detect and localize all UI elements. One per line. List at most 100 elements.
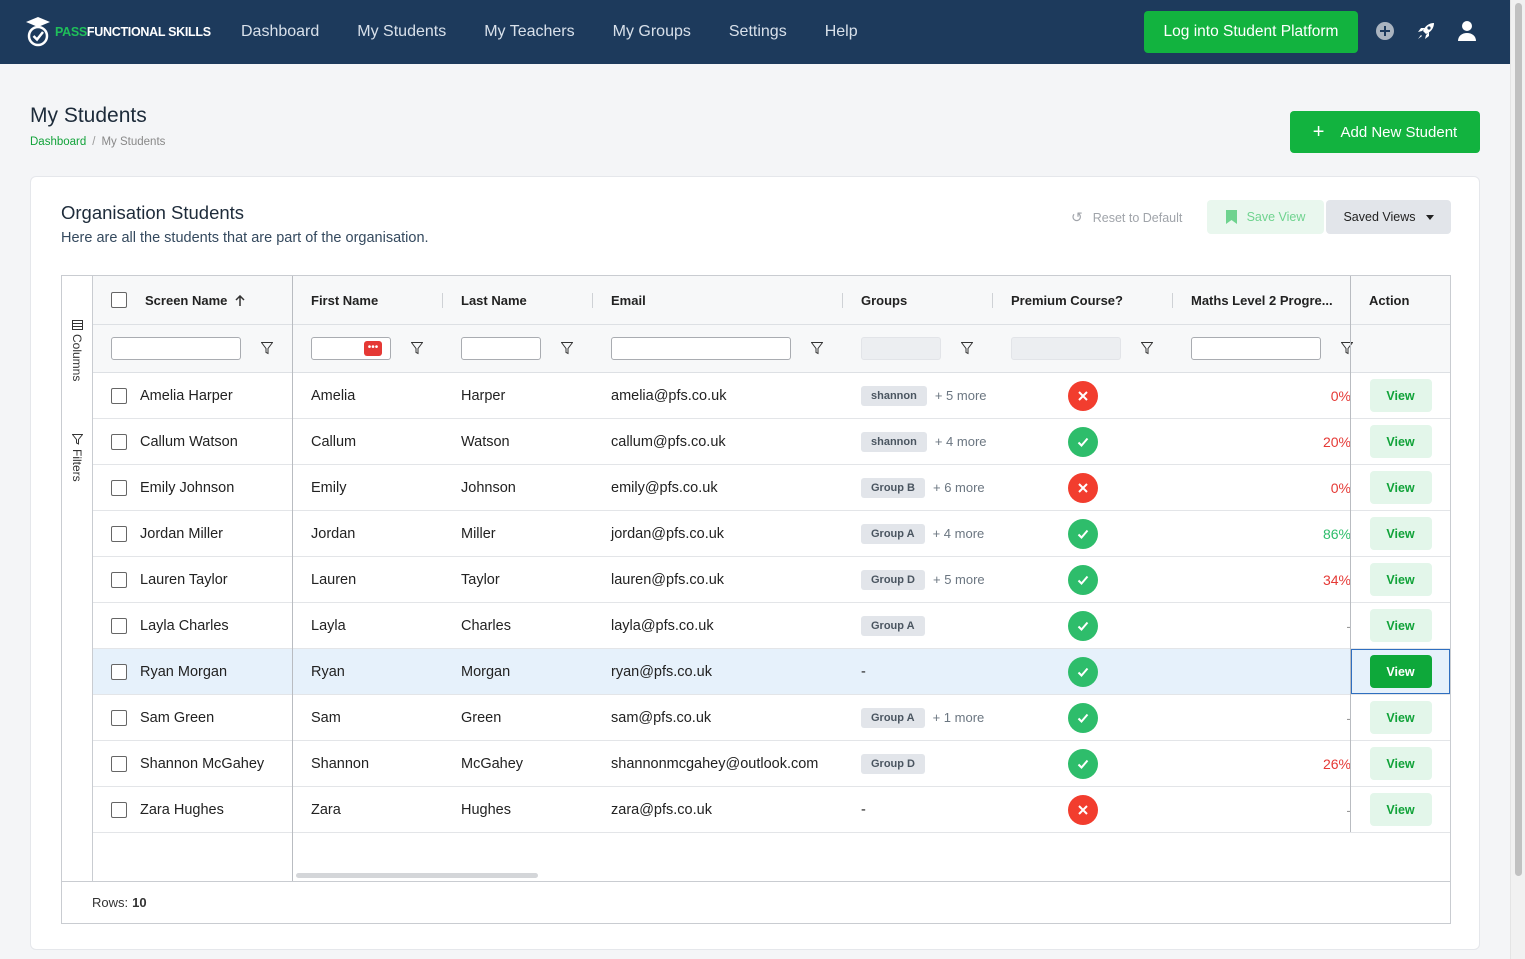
progress-value: 0% bbox=[1330, 479, 1351, 496]
table-row[interactable]: Ryan Morgan Ryan Morgan ryan@pfs.co.uk - View bbox=[93, 649, 1450, 695]
more-groups-link[interactable]: + 4 more bbox=[934, 434, 987, 449]
email-filter-input[interactable] bbox=[611, 337, 791, 360]
row-select-checkbox[interactable] bbox=[111, 479, 127, 496]
row-select-checkbox[interactable] bbox=[111, 663, 127, 680]
select-all-checkbox[interactable] bbox=[111, 292, 127, 308]
cell-premium bbox=[1068, 511, 1098, 556]
cell-screen-name: Jordan Miller bbox=[140, 525, 223, 542]
filter-icon[interactable] bbox=[561, 342, 573, 355]
page-scrollbar[interactable] bbox=[1510, 0, 1525, 959]
row-select-checkbox[interactable] bbox=[111, 617, 127, 634]
filters-panel-toggle[interactable]: Filters bbox=[66, 434, 88, 482]
row-select-checkbox[interactable] bbox=[111, 387, 127, 404]
row-select-checkbox[interactable] bbox=[111, 801, 127, 818]
students-grid: Columns Filters Screen Name First Name L… bbox=[61, 275, 1451, 924]
col-header-premium-course[interactable]: Premium Course? bbox=[1011, 293, 1123, 308]
check-circle-icon bbox=[1068, 610, 1098, 641]
row-select-checkbox[interactable] bbox=[111, 525, 127, 542]
save-view-button[interactable]: Save View bbox=[1207, 200, 1324, 234]
table-row[interactable]: Layla Charles Layla Charles layla@pfs.co.uk… bbox=[93, 603, 1450, 649]
nav-link-my-students[interactable]: My Students bbox=[357, 23, 447, 40]
reset-to-default-button[interactable]: ↺ Reset to Default bbox=[1071, 209, 1182, 226]
table-row[interactable]: Emily Johnson Emily Johnson emily@pfs.co.uk… bbox=[93, 465, 1450, 511]
plus-circle-icon[interactable] bbox=[1374, 20, 1396, 42]
table-row[interactable]: Shannon McGahey Shannon McGahey shannonmcga… bbox=[93, 741, 1450, 787]
view-student-button[interactable]: View bbox=[1369, 425, 1432, 458]
col-header-maths-progress[interactable]: Maths Level 2 Progre... bbox=[1191, 293, 1333, 308]
col-header-email[interactable]: Email bbox=[611, 293, 646, 308]
more-groups-link[interactable]: + 5 more bbox=[934, 388, 987, 403]
breadcrumb-dashboard-link[interactable]: Dashboard bbox=[30, 136, 87, 148]
view-student-button[interactable]: View bbox=[1369, 609, 1432, 642]
col-resize-handle[interactable] bbox=[442, 293, 443, 308]
col-resize-handle[interactable] bbox=[842, 293, 843, 308]
brand-logo[interactable]: PASSFUNCTIONAL SKILLS bbox=[25, 16, 211, 48]
nav-link-settings[interactable]: Settings bbox=[728, 23, 787, 40]
view-student-button[interactable]: View bbox=[1369, 655, 1432, 688]
group-badge: Group D bbox=[861, 753, 925, 774]
more-groups-link[interactable]: + 6 more bbox=[933, 480, 985, 495]
cell-premium bbox=[1068, 695, 1098, 740]
filter-icon[interactable] bbox=[811, 342, 823, 355]
more-groups-link[interactable]: + 5 more bbox=[933, 572, 985, 587]
table-row[interactable]: Lauren Taylor Lauren Taylor lauren@pfs.co.u… bbox=[93, 557, 1450, 603]
filter-icon[interactable] bbox=[961, 342, 973, 355]
row-select-checkbox[interactable] bbox=[111, 709, 127, 726]
col-header-first-name[interactable]: First Name bbox=[311, 293, 379, 308]
cell-maths-progress: 0% bbox=[1191, 465, 1351, 510]
cell-screen-name: Amelia Harper bbox=[140, 387, 233, 404]
table-row[interactable]: Callum Watson Callum Watson callum@pfs.co.u… bbox=[93, 419, 1450, 465]
col-resize-handle[interactable] bbox=[992, 293, 993, 308]
col-resize-handle[interactable] bbox=[592, 293, 593, 308]
filter-icon[interactable] bbox=[1341, 342, 1353, 355]
cell-action: View bbox=[1351, 649, 1450, 694]
row-select-checkbox[interactable] bbox=[111, 571, 127, 588]
progress-filter-input[interactable] bbox=[1191, 337, 1321, 360]
rocket-icon[interactable] bbox=[1415, 20, 1437, 42]
table-row[interactable]: Zara Hughes Zara Hughes zara@pfs.co.uk - - Vie… bbox=[93, 787, 1450, 833]
grid-filter-row: ••• bbox=[93, 325, 1450, 373]
nav-link-dashboard[interactable]: Dashboard bbox=[241, 23, 320, 40]
page-scrollbar-thumb[interactable] bbox=[1515, 3, 1522, 876]
horizontal-scrollbar[interactable] bbox=[296, 873, 538, 878]
progress-value: - bbox=[1346, 709, 1351, 726]
view-student-button[interactable]: View bbox=[1369, 517, 1432, 550]
col-header-last-name[interactable]: Last Name bbox=[461, 293, 527, 308]
filter-icon[interactable] bbox=[411, 342, 423, 355]
user-icon[interactable] bbox=[1456, 20, 1478, 42]
view-student-button[interactable]: View bbox=[1369, 747, 1432, 780]
table-row[interactable]: Sam Green Sam Green sam@pfs.co.uk Group A + 1… bbox=[93, 695, 1450, 741]
view-student-button[interactable]: View bbox=[1369, 471, 1432, 504]
last-name-filter-input[interactable] bbox=[461, 337, 541, 360]
row-select-checkbox[interactable] bbox=[111, 433, 127, 450]
col-header-screen-name[interactable]: Screen Name bbox=[145, 276, 245, 325]
filter-icon[interactable] bbox=[1141, 342, 1153, 355]
check-circle-icon bbox=[1068, 748, 1098, 779]
password-manager-icon[interactable]: ••• bbox=[364, 341, 382, 356]
filter-icon[interactable] bbox=[261, 342, 273, 355]
more-groups-link[interactable]: + 4 more bbox=[932, 526, 985, 541]
cell-last-name: Green bbox=[461, 709, 502, 726]
col-header-groups[interactable]: Groups bbox=[861, 293, 908, 308]
first-name-filter-input[interactable]: ••• bbox=[311, 337, 391, 360]
table-row[interactable]: Amelia Harper Amelia Harper amelia@pfs.co.u… bbox=[93, 373, 1450, 419]
plus-icon: + bbox=[1312, 120, 1325, 143]
nav-link-help[interactable]: Help bbox=[824, 23, 858, 40]
row-select-checkbox[interactable] bbox=[111, 755, 127, 772]
columns-panel-toggle[interactable]: Columns bbox=[66, 320, 88, 381]
screen-name-filter-input[interactable] bbox=[111, 337, 241, 360]
view-student-button[interactable]: View bbox=[1369, 701, 1432, 734]
view-student-button[interactable]: View bbox=[1369, 793, 1432, 826]
more-groups-link[interactable]: + 1 more bbox=[932, 710, 985, 725]
view-student-button[interactable]: View bbox=[1369, 379, 1432, 412]
view-student-button[interactable]: View bbox=[1369, 563, 1432, 596]
add-new-student-button[interactable]: + Add New Student bbox=[1290, 111, 1480, 153]
login-student-platform-button[interactable]: Log into Student Platform bbox=[1144, 11, 1358, 53]
table-row[interactable]: Jordan Miller Jordan Miller jordan@pfs.co.u… bbox=[93, 511, 1450, 557]
col-resize-handle[interactable] bbox=[1172, 293, 1173, 308]
cell-groups: - bbox=[861, 787, 866, 832]
saved-views-dropdown[interactable]: Saved Views bbox=[1326, 200, 1451, 234]
nav-link-my-teachers[interactable]: My Teachers bbox=[484, 23, 575, 40]
nav-link-my-groups[interactable]: My Groups bbox=[612, 23, 691, 40]
progress-value: - bbox=[1346, 617, 1351, 634]
